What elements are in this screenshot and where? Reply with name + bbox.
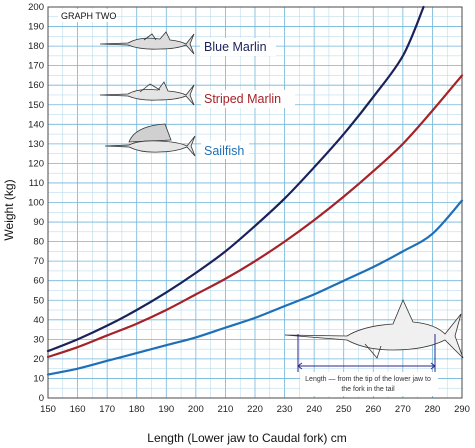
legend-striped-marlin: Striped Marlin xyxy=(204,92,281,106)
y-tick-label: 110 xyxy=(29,178,44,189)
annotation-background xyxy=(300,372,438,396)
x-tick-label: 250 xyxy=(336,404,352,415)
x-tick-labels: 150 160 170 180 190 200 210 220 230 240 250 260 270 2… xyxy=(40,404,470,415)
y-tick-label: 70 xyxy=(33,256,44,267)
x-tick-label: 160 xyxy=(70,404,86,415)
x-tick-label: 230 xyxy=(277,404,293,415)
y-tick-label: 170 xyxy=(28,61,44,72)
blue-marlin-icon xyxy=(99,31,195,55)
y-tick-label: 80 xyxy=(33,237,44,248)
legend-bg-blue xyxy=(200,38,276,56)
y-tick-labels: 0 10 20 30 40 50 60 70 80 90 100 110 120 130 140 150 160… xyxy=(28,2,44,404)
x-tick-label: 170 xyxy=(99,404,115,415)
legend-bg-striped xyxy=(201,90,295,108)
sailfish-icon xyxy=(104,123,196,157)
y-tick-label: 120 xyxy=(28,158,44,169)
x-tick-label: 150 xyxy=(40,404,56,415)
legend-sailfish: Sailfish xyxy=(204,144,244,158)
y-tick-label: 90 xyxy=(33,217,44,228)
y-tick-label: 10 xyxy=(33,373,44,384)
y-tick-label: 180 xyxy=(28,41,44,52)
series-line-sailfish xyxy=(46,199,464,376)
x-tick-label: 260 xyxy=(365,404,381,415)
series-lines xyxy=(46,5,464,376)
x-tick-label: 240 xyxy=(306,404,322,415)
y-tick-label: 190 xyxy=(28,22,44,33)
graph-title: GRAPH TWO xyxy=(61,11,116,21)
striped-marlin-icon xyxy=(99,81,195,106)
plot-frame xyxy=(47,6,463,399)
x-tick-label: 190 xyxy=(158,404,174,415)
legend-bg-sailfish xyxy=(201,141,249,159)
y-tick-label: 160 xyxy=(28,80,44,91)
x-tick-label: 180 xyxy=(129,404,145,415)
series-line-blue-marlin xyxy=(46,5,425,353)
y-tick-label: 200 xyxy=(28,2,44,13)
y-tick-label: 140 xyxy=(28,119,44,130)
y-tick-label: 20 xyxy=(33,354,44,365)
y-tick-label: 150 xyxy=(28,100,44,111)
annotation-line-1: Length — from the tip of the lower jaw t… xyxy=(305,376,431,383)
y-tick-label: 40 xyxy=(33,315,44,326)
length-measure-line xyxy=(297,334,436,372)
y-tick-label: 60 xyxy=(33,276,44,287)
y-axis-title: Weight (kg) xyxy=(2,179,16,240)
legend-blue-marlin: Blue Marlin xyxy=(204,40,267,54)
graph-label-background xyxy=(58,9,112,22)
y-tick-label: 100 xyxy=(28,198,44,209)
x-tick-label: 210 xyxy=(217,404,233,415)
x-tick-label: 290 xyxy=(454,404,470,415)
x-tick-label: 200 xyxy=(188,404,204,415)
marlin-diagram-icon xyxy=(284,298,464,359)
x-axis-title: Length (Lower jaw to Caudal fork) cm xyxy=(147,431,346,445)
y-tick-label: 30 xyxy=(33,334,44,345)
y-tick-label: 50 xyxy=(33,295,44,306)
x-tick-label: 220 xyxy=(247,404,263,415)
annotation-line-2: the fork in the tail xyxy=(341,386,395,393)
x-tick-label: 280 xyxy=(424,404,440,415)
x-tick-label: 270 xyxy=(395,404,411,415)
y-tick-label: 0 xyxy=(39,393,44,404)
y-tick-label: 130 xyxy=(28,139,44,150)
series-line-striped-marlin xyxy=(46,74,464,359)
